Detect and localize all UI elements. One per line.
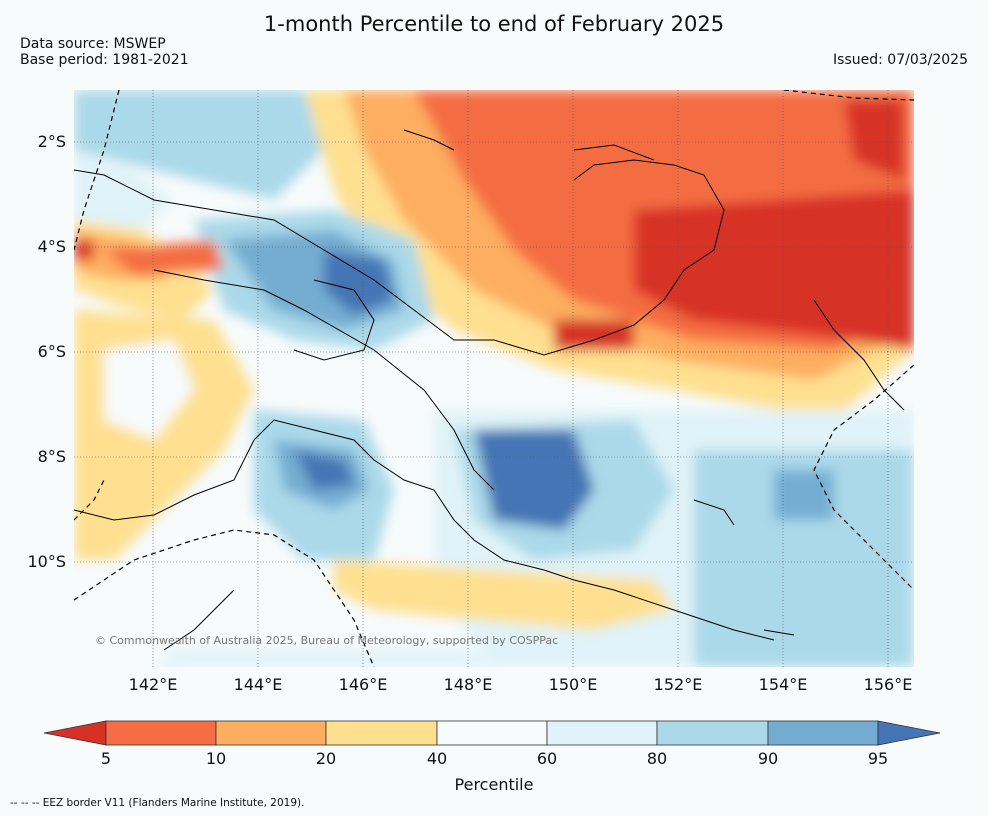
- lon-label: 148°E: [443, 675, 493, 694]
- lat-label: 6°S: [37, 342, 66, 361]
- map-title: 1-month Percentile to end of February 20…: [263, 12, 725, 36]
- lon-label: 154°E: [758, 675, 808, 694]
- graticule: [74, 90, 914, 667]
- copyright-text: © Commonwealth of Australia 2025, Bureau…: [95, 634, 559, 647]
- eez-borders: [74, 90, 914, 667]
- base-period-text: Base period: 1981-2021: [20, 52, 189, 68]
- colorbar-tick: 20: [315, 749, 337, 768]
- lat-label: 4°S: [37, 237, 66, 256]
- colorbar-label: Percentile: [454, 775, 534, 794]
- lon-label: 152°E: [653, 675, 703, 694]
- lon-label: 142°E: [128, 675, 178, 694]
- lat-label: 10°S: [27, 552, 66, 571]
- colorbar-tick: 80: [646, 749, 668, 768]
- lon-label: 150°E: [548, 675, 598, 694]
- lon-label: 144°E: [233, 675, 283, 694]
- lat-label: 2°S: [37, 132, 66, 151]
- colorbar-tick: 95: [867, 749, 889, 768]
- coastlines: [74, 129, 905, 651]
- lat-label: 8°S: [37, 447, 66, 466]
- data-source-text: Data source: MSWEP: [20, 36, 166, 52]
- colorbar-tick: 90: [757, 749, 779, 768]
- colorbar-tick: 60: [536, 749, 558, 768]
- metadata-block: Data source: MSWEP Base period: 1981-202…: [20, 36, 189, 68]
- colorbar-tick: 5: [100, 749, 112, 768]
- colorbar: [44, 720, 941, 746]
- lon-label: 156°E: [863, 675, 913, 694]
- colorbar-tick: 40: [426, 749, 448, 768]
- percentile-map: [74, 90, 914, 667]
- lon-label: 146°E: [338, 675, 388, 694]
- colorbar-tick: 10: [205, 749, 227, 768]
- issued-date: Issued: 07/03/2025: [833, 52, 968, 68]
- eez-legend-note: -- -- -- EEZ border V11 (Flanders Marine…: [10, 797, 305, 809]
